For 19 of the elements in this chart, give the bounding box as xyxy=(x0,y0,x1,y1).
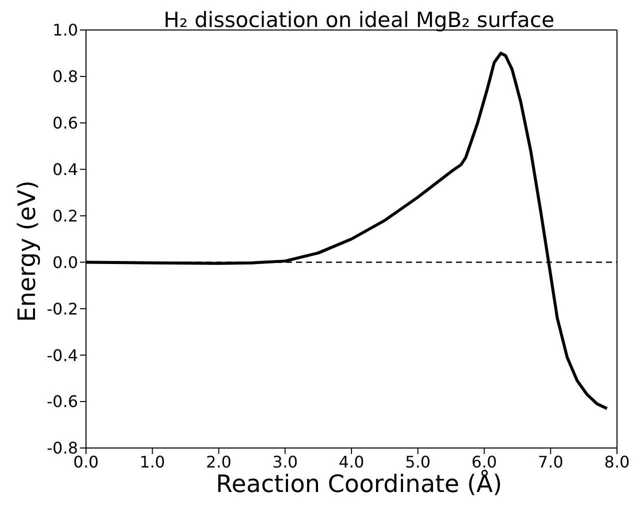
y-axis-title: Energy (eV) xyxy=(13,180,41,322)
x-tick-label: 2.0 xyxy=(206,452,232,472)
y-tick-label: 0.6 xyxy=(52,114,78,133)
y-tick-label: 0.2 xyxy=(52,206,78,226)
y-tick-label: 1.0 xyxy=(52,20,78,40)
y-tick-label: -0.6 xyxy=(46,392,78,412)
x-tick-label: 1.0 xyxy=(140,452,166,472)
y-tick-label: -0.2 xyxy=(46,299,78,318)
chart-title: H₂ dissociation on ideal MgB₂ surface xyxy=(162,8,556,32)
y-tick-label: 0.0 xyxy=(52,252,78,272)
y-tick-label: 0.4 xyxy=(52,160,78,180)
x-tick-label: 8.0 xyxy=(604,452,630,472)
x-axis-title: Reaction Coordinate (Å) xyxy=(214,470,504,498)
x-tick-label: 5.0 xyxy=(405,452,431,472)
y-tick-label: -0.4 xyxy=(46,346,78,365)
x-tick-label: 4.0 xyxy=(338,452,364,472)
x-tick-label: 7.0 xyxy=(538,452,564,472)
x-tick-label: 3.0 xyxy=(272,452,298,472)
y-tick-label: 0.8 xyxy=(52,67,78,86)
